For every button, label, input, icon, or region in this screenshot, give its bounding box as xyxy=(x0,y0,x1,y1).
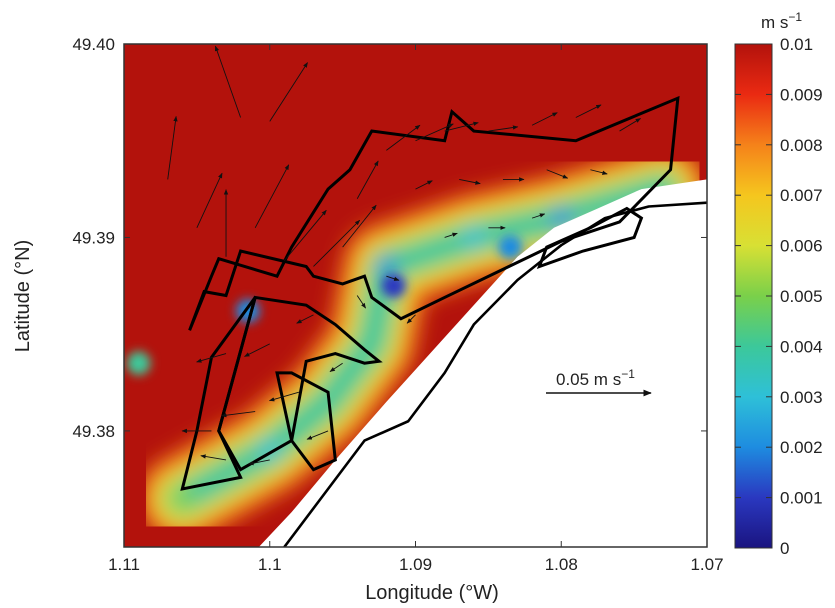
jet-core-point xyxy=(360,332,383,355)
study-area-outline xyxy=(188,95,680,331)
colorbar-tick-label: 0.004 xyxy=(780,337,823,356)
current-vector xyxy=(386,275,400,281)
current-vector xyxy=(200,454,227,461)
current-vector xyxy=(329,362,343,372)
colorbar-tick-label: 0.003 xyxy=(780,388,823,407)
current-vector xyxy=(356,160,379,199)
colorbar-unit: m s−1 xyxy=(761,10,802,32)
current-vector xyxy=(488,125,519,132)
jet-core-point xyxy=(462,226,485,249)
current-vector xyxy=(356,295,366,309)
study-area-outline xyxy=(275,371,337,472)
current-vector xyxy=(306,430,329,440)
low-speed-spot xyxy=(126,351,151,376)
current-vector xyxy=(546,169,569,179)
y-tick-label: 49.39 xyxy=(72,228,115,247)
current-vector xyxy=(221,411,256,418)
x-tick-label: 1.1 xyxy=(258,555,282,574)
study-area-outline xyxy=(217,295,383,472)
x-tick-label: 1.09 xyxy=(399,555,432,574)
x-tick-label: 1.08 xyxy=(545,555,578,574)
current-vector xyxy=(531,213,546,219)
current-vector xyxy=(283,209,327,261)
colorbar-tick-label: 0.002 xyxy=(780,438,823,457)
current-vector xyxy=(444,232,458,238)
x-tick-label: 1.07 xyxy=(690,555,723,574)
colorbar-tick-label: 0.001 xyxy=(780,489,823,508)
x-axis-label: Longitude (°W) xyxy=(365,582,499,604)
low-speed-spot xyxy=(381,273,406,298)
speed-field xyxy=(138,145,707,543)
current-vector xyxy=(342,204,377,248)
current-vector xyxy=(531,112,558,126)
vector-scale-label: 0.05 m s−1 xyxy=(556,367,635,389)
current-vector xyxy=(313,219,361,267)
current-vector xyxy=(268,391,300,402)
jet-core-point xyxy=(375,255,398,278)
current-vector xyxy=(269,62,308,122)
current-vector xyxy=(415,123,454,142)
coastline xyxy=(283,201,707,547)
colorbar: m s−1 0.01 0.009 0.008 0.007 0.006 0.005 0.004… xyxy=(734,10,823,558)
current-vector xyxy=(296,314,314,324)
colorbar-tick-label: 0.008 xyxy=(780,136,823,155)
colorbar-tick-label: 0 xyxy=(780,539,789,558)
current-vector xyxy=(459,178,481,185)
low-speed-spot xyxy=(498,235,523,260)
y-axis-label: Latitude (°N) xyxy=(12,240,34,353)
axes: 1.11 1.1 1.09 1.08 1.07 49.40 49.39 49.38 xyxy=(72,35,723,574)
plot-area: 0.05 m s−1 xyxy=(123,43,708,548)
speed-band-inner xyxy=(167,174,679,514)
current-vector xyxy=(214,45,242,118)
current-vector xyxy=(167,115,178,180)
current-vector xyxy=(406,314,416,324)
current-vector xyxy=(248,459,270,466)
y-tick-label: 49.38 xyxy=(72,422,115,441)
y-tick-label: 49.40 xyxy=(72,35,115,54)
colorbar-tick-label: 0.007 xyxy=(780,186,823,205)
colorbar-tick-label: 0.01 xyxy=(780,35,813,54)
colorbar-tick-label: 0.009 xyxy=(780,85,823,104)
current-vector xyxy=(444,121,479,132)
low-speed-spots xyxy=(126,235,523,376)
x-tick-label: 1.11 xyxy=(108,555,140,574)
current-vector xyxy=(415,180,433,190)
current-vector xyxy=(590,169,608,175)
study-area-outline xyxy=(536,206,644,269)
colorbar-tick-label: 0.006 xyxy=(780,237,823,256)
current-vector xyxy=(196,353,227,363)
current-vector xyxy=(244,343,270,357)
jet-core-point xyxy=(171,487,194,510)
current-vector xyxy=(619,118,642,132)
current-vector xyxy=(386,124,421,151)
current-vector xyxy=(196,172,223,228)
colorbar-tick-label: 0.005 xyxy=(780,287,823,306)
current-vector xyxy=(575,104,602,118)
current-vector xyxy=(254,164,290,229)
land-mask xyxy=(255,179,707,547)
